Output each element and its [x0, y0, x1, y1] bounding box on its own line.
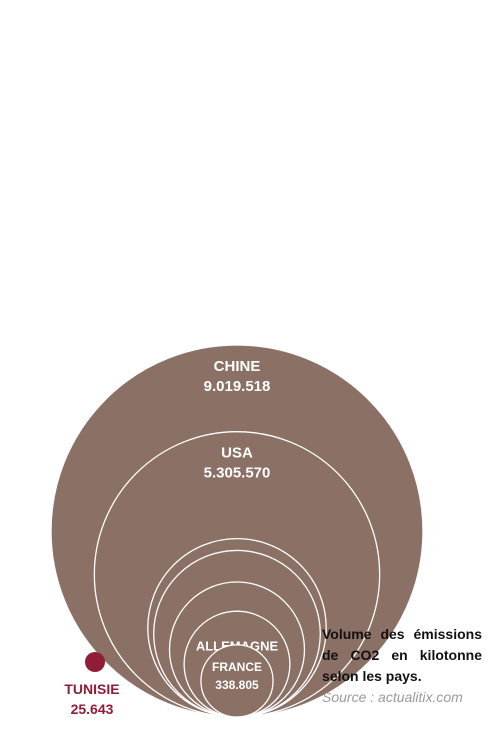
- value-chine: 9.019.518: [204, 378, 271, 395]
- chart-caption: Volume des émissions de CO2 en kilotonne…: [322, 624, 482, 708]
- caption-source: Source : actualitix.com: [322, 689, 463, 705]
- label-france: FRANCE: [212, 660, 262, 674]
- label-tunisie: TUNISIE: [64, 681, 119, 697]
- bubble-tunisie: [85, 652, 105, 672]
- value-france: 338.805: [215, 678, 259, 692]
- bubble-france: [200, 644, 274, 718]
- value-usa: 5.305.570: [204, 464, 271, 481]
- label-chine: CHINE: [214, 358, 261, 375]
- caption-description: Volume des émissions de CO2 en kilotonne…: [322, 626, 482, 684]
- value-tunisie: 25.643: [71, 701, 114, 717]
- label-usa: USA: [221, 444, 253, 461]
